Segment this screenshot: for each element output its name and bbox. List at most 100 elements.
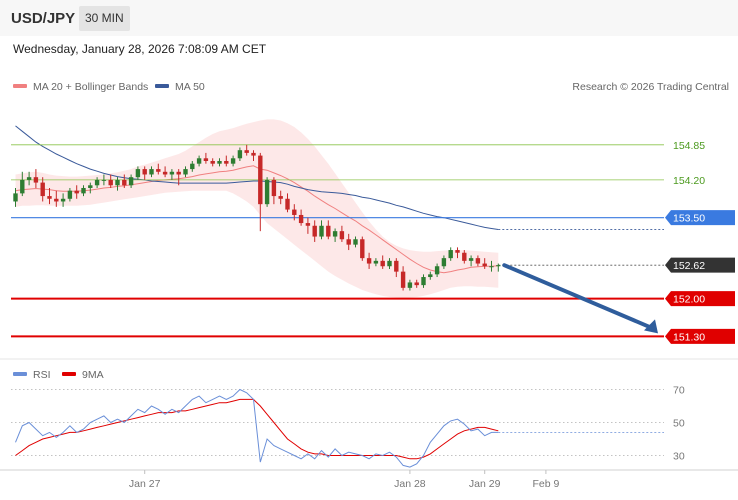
candle-body: [312, 225, 317, 237]
candle-body: [251, 152, 256, 156]
candle: [183, 166, 188, 178]
timeframe-selector[interactable]: 30 MIN: [79, 6, 130, 31]
candle-body: [258, 155, 263, 205]
tag-shape: [665, 210, 735, 226]
candle-body: [224, 160, 229, 164]
rsi-pane: 70 50 30: [11, 385, 685, 468]
candle: [278, 190, 283, 205]
candle-body: [292, 209, 297, 215]
candle-body: [428, 274, 433, 278]
legend-rsi-ma: 9MA: [82, 369, 104, 381]
candle-body: [360, 239, 365, 259]
candle: [468, 255, 474, 267]
candle: [292, 204, 297, 221]
candle: [400, 266, 406, 291]
candle: [190, 160, 195, 172]
candle-body: [448, 250, 453, 259]
arrow-shaft: [502, 263, 655, 331]
candle-body: [47, 196, 52, 199]
candle: [251, 150, 256, 161]
candle: [366, 252, 372, 269]
candle: [312, 220, 317, 242]
candle: [20, 171, 25, 197]
candle-body: [441, 258, 447, 267]
timestamp: Wednesday, January 28, 2026 7:08:09 AM C…: [13, 42, 267, 56]
candle-body: [33, 177, 39, 183]
candle: [115, 177, 120, 191]
candle: [387, 258, 392, 269]
candle-body: [156, 169, 161, 172]
candle-body: [380, 260, 385, 267]
candle-body: [285, 198, 290, 210]
support-price-tag: 152.00: [665, 291, 735, 307]
candle: [353, 236, 358, 248]
candle: [135, 166, 141, 180]
candle: [421, 274, 426, 288]
candle-body: [108, 179, 113, 186]
candle: [237, 147, 243, 161]
candle-body: [190, 163, 195, 170]
legend-ma20: MA 20 + Bollinger Bands: [33, 81, 148, 93]
candle: [285, 193, 290, 213]
candle: [54, 190, 59, 207]
symbol-label: USD/JPY: [11, 10, 76, 27]
candle-body: [407, 282, 413, 288]
rsi-tick-50: 50: [673, 418, 685, 430]
candle: [326, 220, 331, 240]
candle: [394, 258, 399, 278]
candle-body: [20, 179, 25, 194]
candle: [448, 247, 453, 261]
candle-body: [60, 198, 66, 202]
time-label: Feb 9: [532, 478, 559, 490]
candle-body: [264, 179, 270, 205]
candle-body: [332, 231, 338, 237]
candle: [373, 258, 379, 267]
candle: [33, 169, 39, 188]
candle: [122, 174, 127, 188]
candle: [149, 166, 154, 178]
candle-body: [54, 198, 59, 202]
candle-body: [394, 260, 399, 272]
candle-body: [278, 196, 283, 199]
candle-body: [346, 239, 351, 245]
forecast-arrow: [502, 263, 658, 334]
tag-text: 153.50: [673, 213, 705, 225]
candle: [305, 217, 311, 234]
candle-body: [319, 225, 324, 237]
tag-text: 151.30: [673, 331, 705, 343]
candle-body: [115, 179, 120, 186]
candle-body: [13, 193, 18, 202]
moving-averages: [15, 125, 664, 274]
legend-ma50: MA 50: [175, 81, 205, 93]
candle-body: [169, 171, 175, 175]
last-price-tag: 152.62: [665, 257, 735, 273]
candle-body: [373, 260, 379, 264]
arrow-head: [644, 319, 658, 334]
candle-body: [482, 263, 487, 267]
candle: [81, 185, 86, 197]
candle-body: [128, 177, 134, 186]
candle: [224, 155, 229, 167]
candle: [380, 255, 385, 269]
ma20-line: [15, 165, 499, 274]
candle: [40, 177, 45, 202]
candle-body: [271, 179, 277, 197]
candle-body: [353, 239, 358, 245]
candle-body: [230, 158, 236, 164]
candle-body: [88, 185, 93, 188]
candle: [94, 177, 100, 188]
candle: [176, 169, 181, 186]
bollinger-bands: [15, 119, 499, 299]
candle-body: [183, 169, 188, 175]
pivot-price-tag: 153.50: [665, 210, 735, 226]
candle-body: [339, 231, 345, 240]
price-legend: MA 20 + Bollinger Bands MA 50 Research ©…: [13, 81, 729, 93]
candle: [203, 152, 209, 164]
candle: [462, 250, 467, 264]
candle: [496, 263, 501, 272]
candle: [230, 155, 236, 167]
candle-body: [176, 171, 181, 175]
candle: [13, 187, 18, 207]
candle-body: [326, 225, 331, 237]
price-levels: 154.85 154.20 153.50 152.62 152.00 151.30: [11, 140, 735, 344]
